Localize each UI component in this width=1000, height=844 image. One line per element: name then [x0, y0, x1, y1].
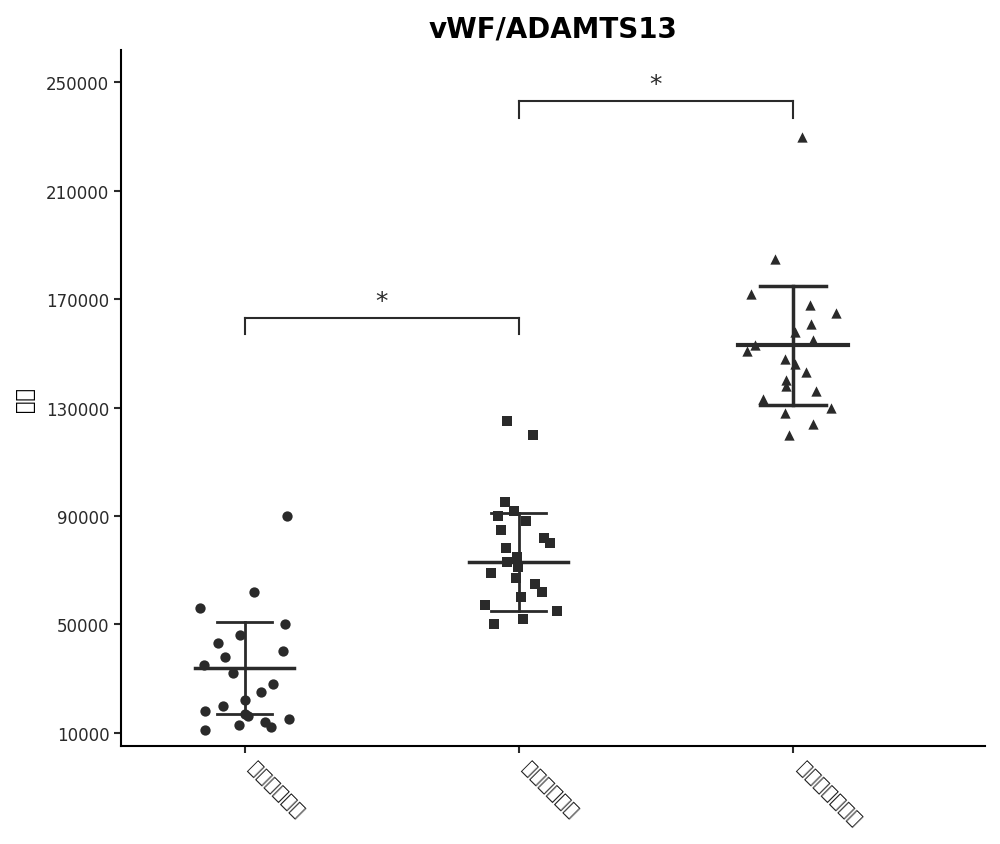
- Point: [215, 699, 231, 712]
- Point: [210, 637, 226, 651]
- Point: [802, 299, 818, 312]
- Point: [542, 537, 558, 550]
- Point: [798, 366, 814, 380]
- Point: [739, 344, 755, 358]
- Point: [277, 618, 293, 631]
- Point: [196, 658, 212, 672]
- Point: [787, 358, 803, 371]
- Point: [767, 252, 783, 266]
- Point: [253, 685, 269, 699]
- Text: *: *: [650, 73, 662, 97]
- Point: [747, 339, 763, 353]
- Point: [508, 572, 524, 586]
- Point: [497, 496, 513, 510]
- Point: [225, 667, 241, 680]
- Text: *: *: [376, 289, 388, 313]
- Point: [527, 577, 543, 591]
- Point: [534, 586, 550, 599]
- Point: [281, 712, 297, 726]
- Point: [808, 385, 824, 398]
- Point: [536, 531, 552, 544]
- Point: [755, 393, 771, 407]
- Point: [240, 710, 256, 723]
- Point: [823, 402, 839, 415]
- Point: [477, 599, 493, 613]
- Title: vWF/ADAMTS13: vWF/ADAMTS13: [429, 15, 678, 43]
- Point: [510, 561, 526, 575]
- Point: [549, 604, 565, 618]
- Point: [777, 353, 793, 366]
- Point: [794, 131, 810, 144]
- Point: [490, 510, 506, 523]
- Point: [237, 707, 253, 721]
- Y-axis label: 倍数: 倍数: [15, 387, 35, 411]
- Point: [498, 542, 514, 555]
- Point: [499, 415, 515, 429]
- Point: [805, 333, 821, 347]
- Point: [231, 718, 247, 732]
- Point: [803, 317, 819, 331]
- Point: [781, 429, 797, 442]
- Point: [279, 510, 295, 523]
- Point: [197, 723, 213, 737]
- Point: [499, 555, 515, 569]
- Point: [486, 618, 502, 631]
- Point: [265, 678, 281, 691]
- Point: [197, 705, 213, 718]
- Point: [828, 306, 844, 320]
- Point: [509, 550, 525, 564]
- Point: [232, 629, 248, 642]
- Point: [743, 288, 759, 301]
- Point: [275, 645, 291, 658]
- Point: [237, 694, 253, 707]
- Point: [192, 602, 208, 615]
- Point: [518, 515, 534, 528]
- Point: [257, 716, 273, 729]
- Point: [525, 429, 541, 442]
- Point: [805, 418, 821, 431]
- Point: [778, 374, 794, 387]
- Point: [513, 591, 529, 604]
- Point: [777, 407, 793, 420]
- Point: [263, 721, 279, 734]
- Point: [506, 504, 522, 517]
- Point: [787, 326, 803, 339]
- Point: [493, 523, 509, 537]
- Point: [483, 566, 499, 580]
- Point: [246, 586, 262, 599]
- Point: [217, 651, 233, 664]
- Point: [515, 613, 531, 626]
- Point: [778, 380, 794, 393]
